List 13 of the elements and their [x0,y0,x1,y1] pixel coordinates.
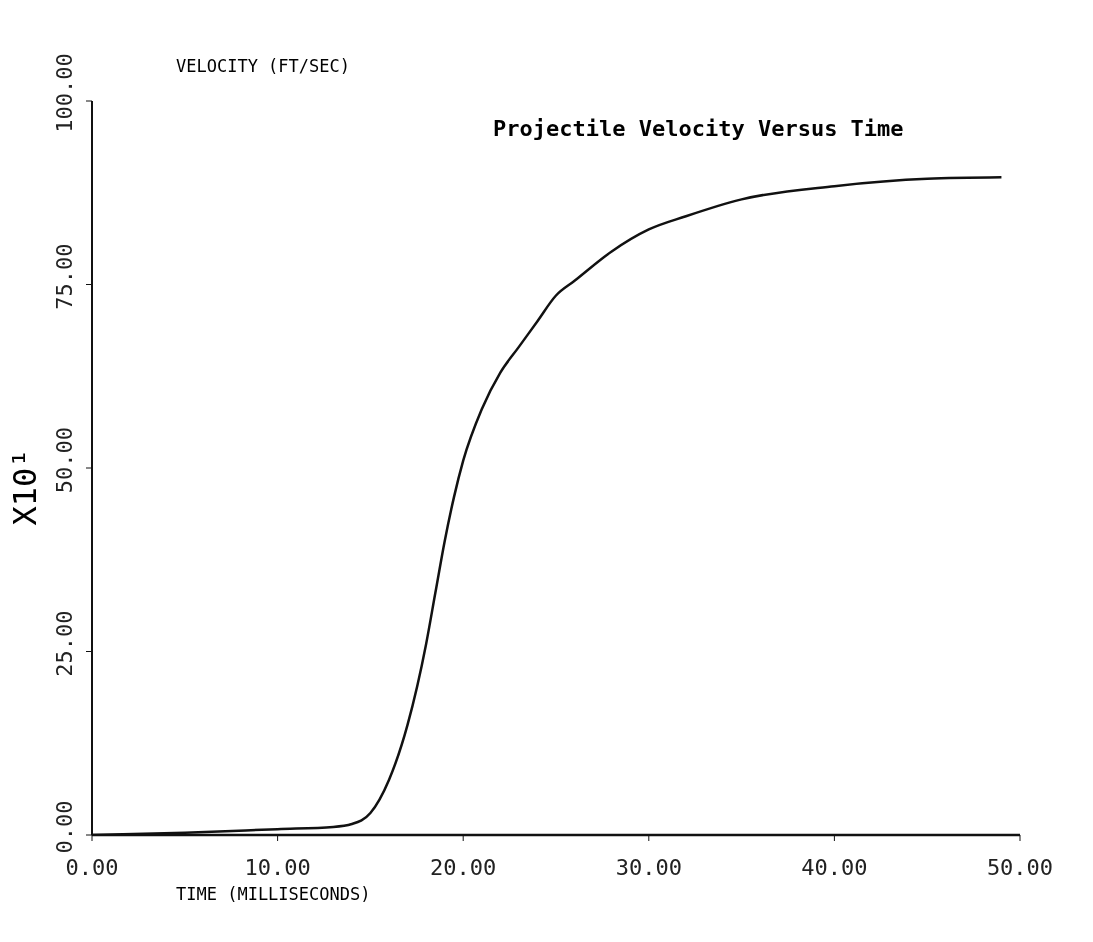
text: X10¹ [5,448,44,526]
y-tick-label: 25.00 [52,610,77,677]
y-tick-label: 75.00 [52,243,77,310]
y-tick-label: 50.00 [52,426,77,494]
x-tick-label: 50.00 [986,854,1054,880]
x-tick-label: 30.00 [615,854,682,880]
x-tick-label: 20.00 [430,854,497,880]
x-tick-label: 40.00 [801,854,868,880]
y-tick-label: 100.00 [52,53,77,133]
text: Projectile Velocity Versus Time [493,116,904,141]
x-axis-title: TIME (MILLISECONDS) [176,884,371,904]
x-tick-label: 10.00 [244,854,311,880]
y-axis-title: VELOCITY (FT/SEC) [176,56,350,76]
